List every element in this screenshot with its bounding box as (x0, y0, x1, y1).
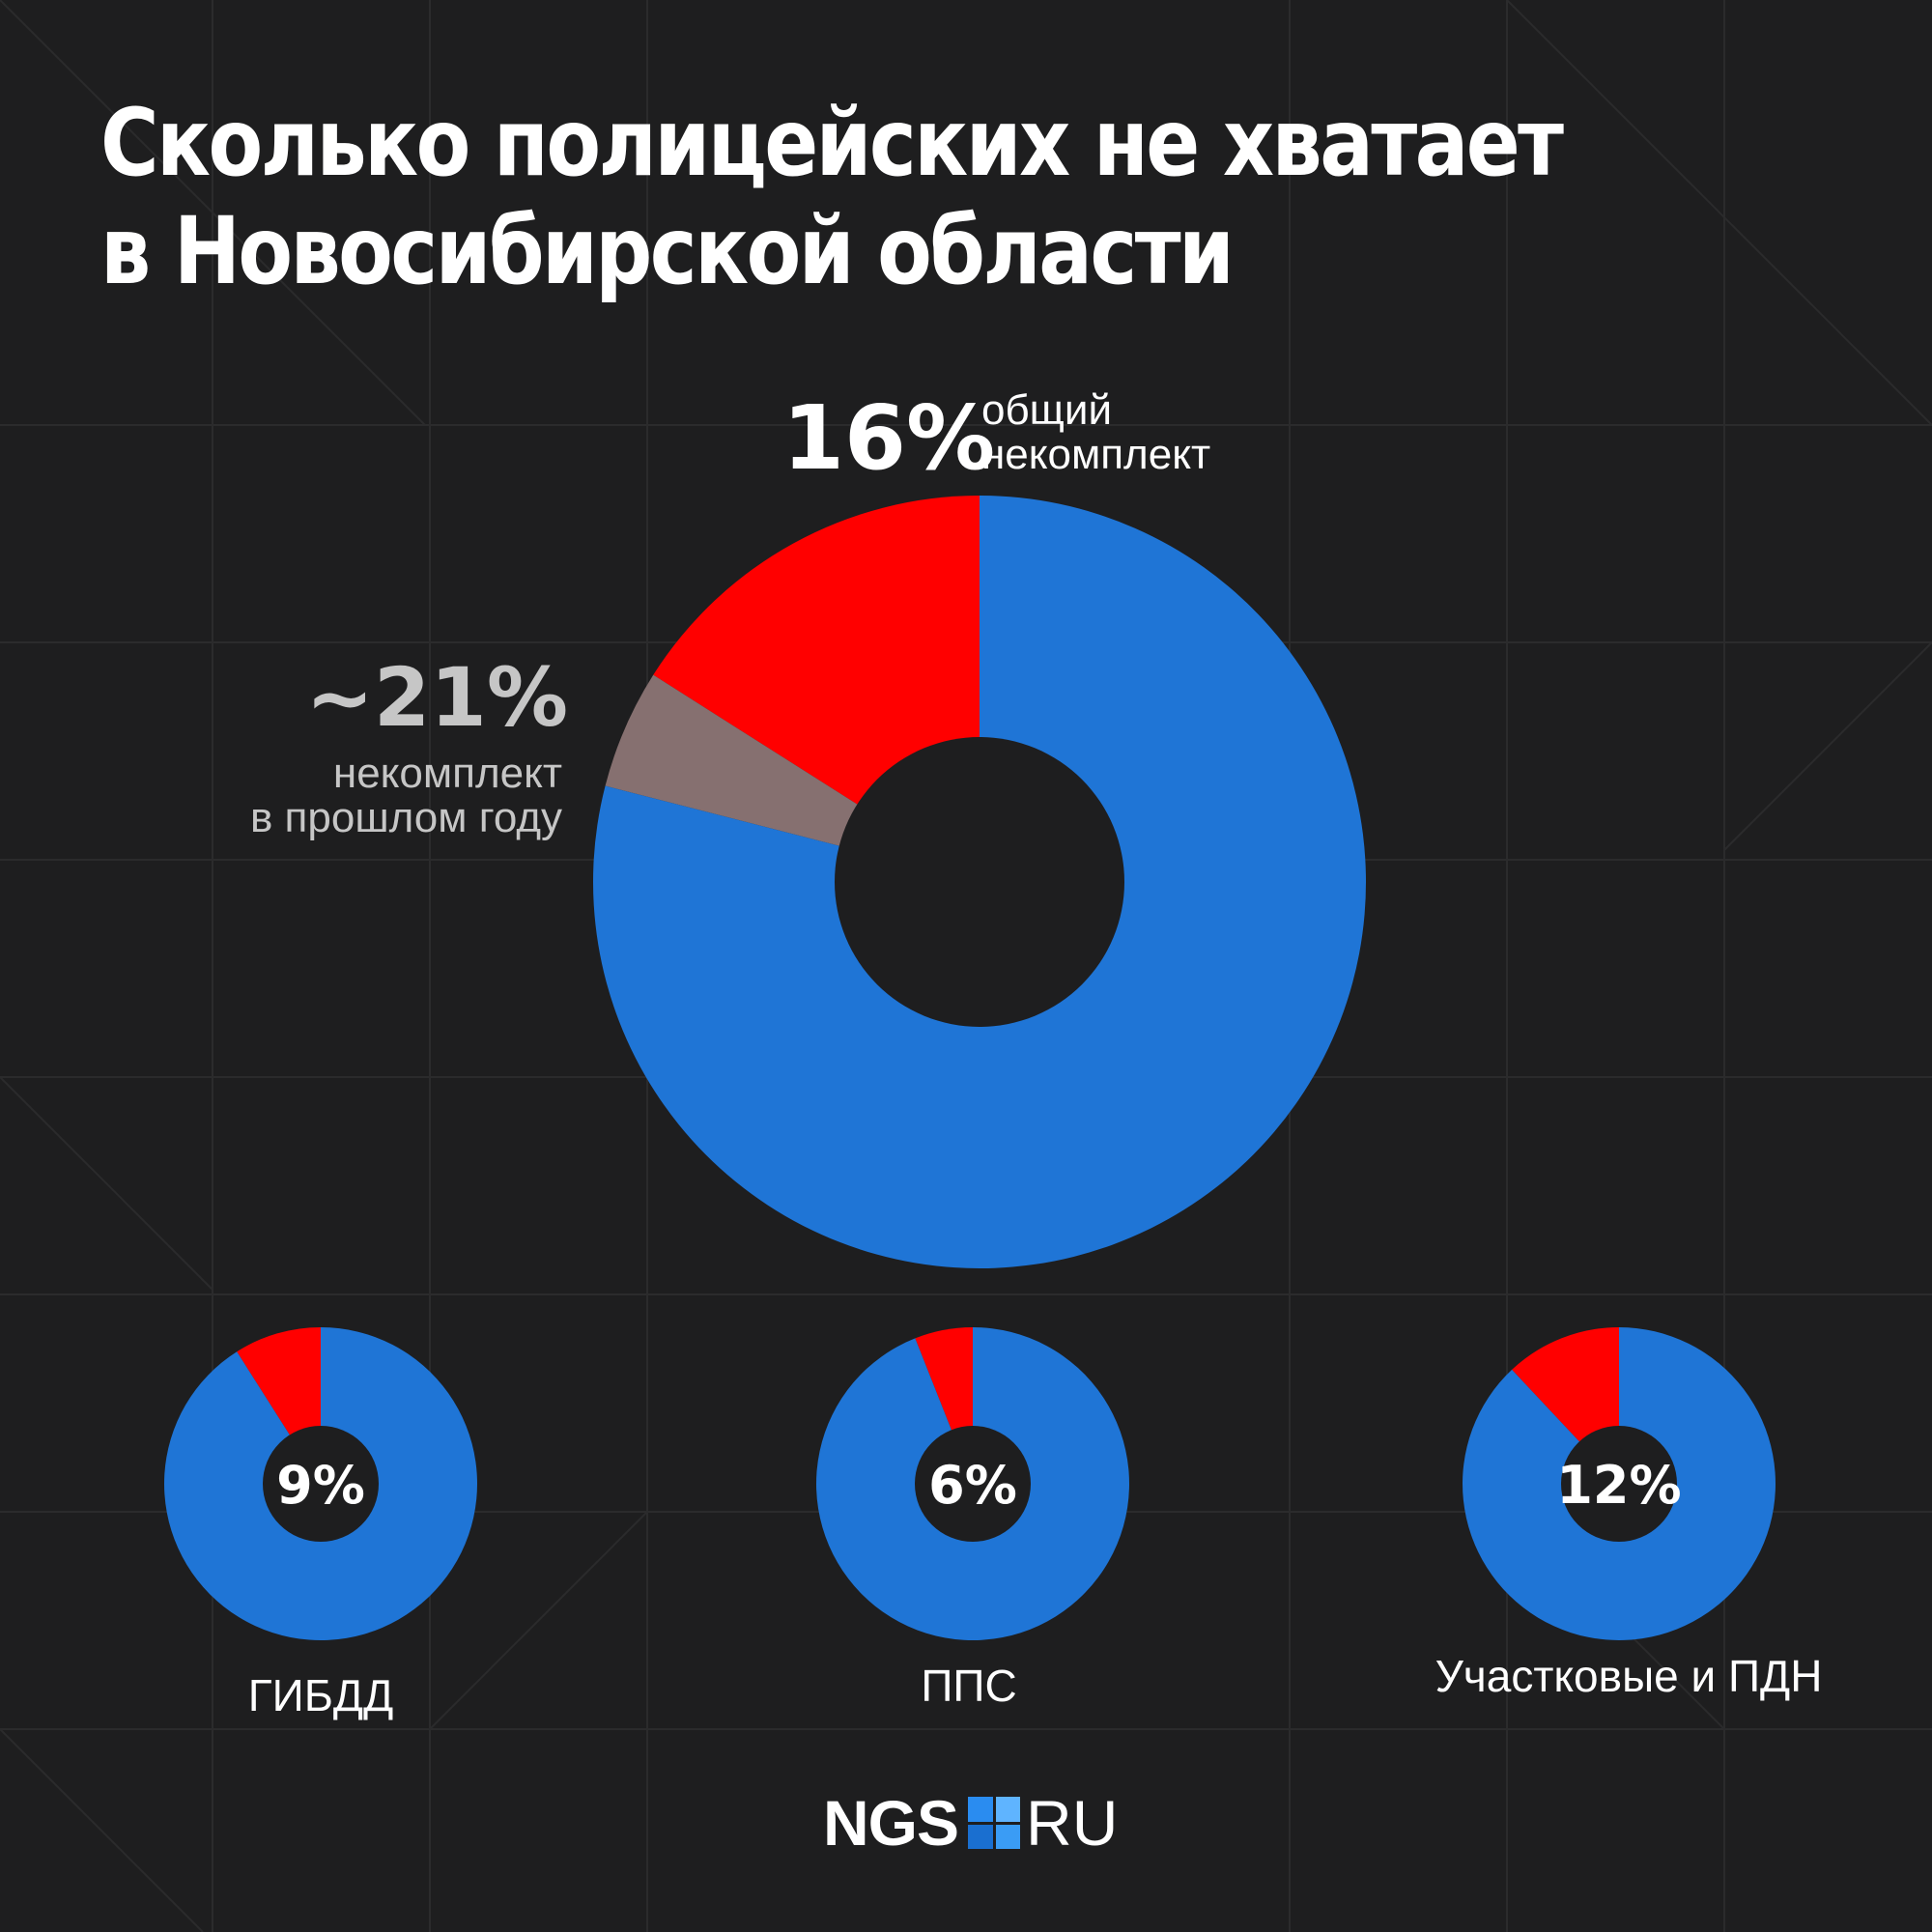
donut-uchastkovye-value-label: 12% (1556, 1455, 1681, 1516)
current-caption-line-2: некомплект (981, 431, 1211, 478)
title-line-2: в Новосибирской области (100, 197, 1235, 305)
last-year-shortage-value: ~21% (305, 650, 568, 745)
donut-pps-value-label: 6% (928, 1455, 1017, 1516)
main-donut (592, 496, 1366, 1269)
ngs-logo: NGS RU (823, 1787, 1119, 1859)
current-caption-line-1: общий (981, 386, 1113, 434)
current-shortage-caption: общий некомплект (981, 388, 1210, 477)
logo-text-ngs: NGS (823, 1787, 959, 1859)
donut-gibdd: 9% (163, 1327, 478, 1641)
last-year-caption-line-2: в прошлом году (249, 794, 562, 841)
chart-label-pps: ППС (921, 1661, 1017, 1711)
current-shortage-value: 16% (782, 386, 996, 490)
donut-uchastkovye-hole (1561, 1426, 1677, 1542)
donut-pps: 6% (816, 1327, 1130, 1640)
donut-gibdd-value-label: 9% (276, 1455, 365, 1516)
donut-uchastkovye: 12% (1463, 1327, 1776, 1640)
title-line-1: Сколько полицейских не хватает (100, 89, 1564, 197)
chart-label-gibdd: ГИБДД (247, 1670, 394, 1720)
chart-label-uchastkovye: Участковые и ПДН (1435, 1651, 1823, 1701)
donut-gibdd-hole (263, 1426, 379, 1542)
page-title: Сколько полицейских не хватает в Новосиб… (100, 89, 1612, 305)
main-donut-hole (835, 737, 1124, 1027)
last-year-shortage-caption: некомплект в прошлом году (250, 752, 562, 840)
logo-text-ru: RU (1026, 1787, 1119, 1859)
last-year-caption-line-1: некомплект (332, 750, 562, 797)
donut-pps-hole (915, 1426, 1031, 1542)
logo-square-icon (968, 1797, 1021, 1849)
